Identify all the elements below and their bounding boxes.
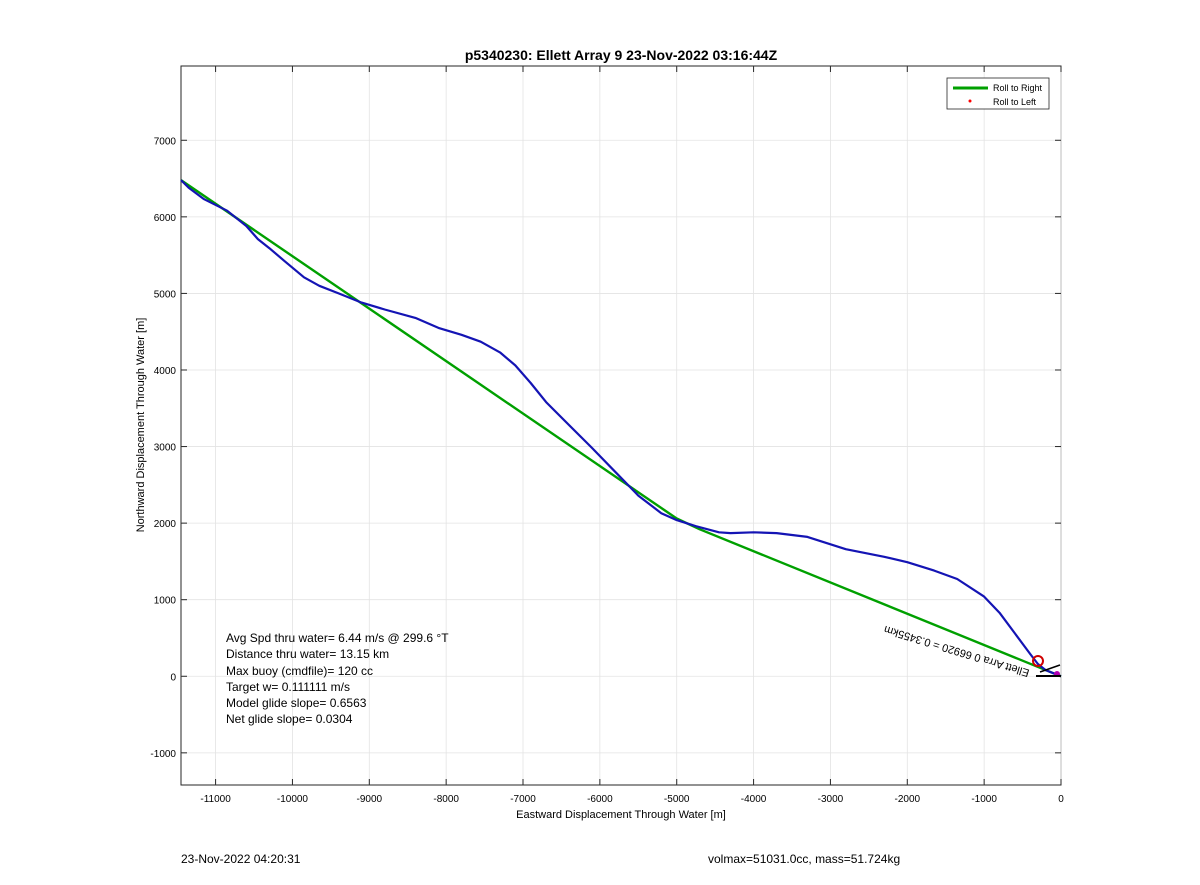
annotation-block: Avg Spd thru water= 6.44 m/s @ 299.6 °T … [226,631,449,726]
footer-timestamp: 23-Nov-2022 04:20:31 [181,852,301,866]
footer-volmax-mass: volmax=51031.0cc, mass=51.724kg [708,852,901,866]
legend-box [946,77,1050,110]
annotation-target-w: Target w= 0.111111 m/s [226,680,350,694]
series-line-0 [180,179,1062,678]
x-axis-label: Eastward Displacement Through Water [m] [516,809,726,821]
legend-dot-roll-left [968,99,972,103]
x-tick-label: 0 [1058,794,1064,805]
annotation-avg-speed: Avg Spd thru water= 6.44 m/s @ 299.6 °T [226,631,449,645]
y-tick-label: 5000 [154,289,177,300]
y-tick-label: 0 [170,672,176,683]
annotation-net-glide: Net glide slope= 0.0304 [226,712,353,726]
axis-ticks: -11000 -10000 -9000 -8000 -7000 -6000 -5000 -40… [150,66,1064,805]
end-markers [1032,655,1061,677]
y-axis-label: Northward Displacement Through Water [m] [135,318,147,533]
x-tick-label: -11000 [200,794,231,805]
x-tick-label: -9000 [357,794,383,805]
annotation-distance: Distance thru water= 13.15 km [226,647,389,661]
y-tick-label: 1000 [154,596,177,607]
legend-label-roll-left: Roll to Left [993,97,1037,107]
y-tick-label: 7000 [154,136,177,147]
plot-area [180,65,1062,786]
end-marker-segment-2 [1039,664,1061,673]
x-tick-label: -8000 [433,794,459,805]
annotation-model-glide: Model glide slope= 0.6563 [226,696,367,710]
y-tick-label: 6000 [154,213,177,224]
legend-label-roll-right: Roll to Right [993,83,1043,93]
x-tick-label: -2000 [894,794,920,805]
y-tick-label: 3000 [154,443,177,454]
x-tick-label: -5000 [664,794,690,805]
y-tick-label: 4000 [154,366,177,377]
annotation-max-buoy: Max buoy (cmdfile)= 120 cc [226,664,373,678]
grid [181,66,1062,785]
end-marker-circle [1032,655,1044,667]
chart-title: p5340230: Ellett Array 9 23-Nov-2022 03:… [465,47,778,63]
x-tick-label: -7000 [510,794,536,805]
y-tick-label: -1000 [150,749,176,760]
data-series [180,179,1062,678]
x-tick-label: -10000 [277,794,309,805]
y-tick-label: 2000 [154,519,177,530]
x-tick-label: -6000 [587,794,613,805]
x-tick-label: -3000 [818,794,844,805]
legend: Roll to Right Roll to Left [946,77,1050,110]
x-tick-label: -4000 [741,794,767,805]
x-tick-label: -1000 [971,794,997,805]
